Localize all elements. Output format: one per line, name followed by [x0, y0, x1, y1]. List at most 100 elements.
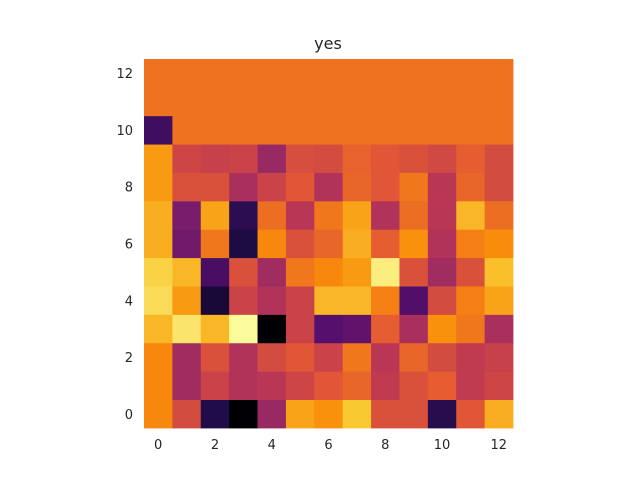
heatmap-cell: [257, 115, 287, 145]
heatmap-cell: [427, 87, 457, 117]
heatmap-cell: [200, 286, 230, 315]
heatmap-cell: [285, 87, 315, 117]
heatmap-cell: [285, 172, 315, 202]
heatmap-cell: [144, 342, 173, 372]
heatmap-cell: [314, 115, 344, 145]
heatmap-cell: [144, 200, 173, 230]
heatmap-cell: [484, 172, 514, 202]
heatmap-cell: [371, 144, 400, 173]
heatmap-cell: [144, 172, 173, 202]
heatmap-cell: [314, 59, 344, 88]
x-tick-label: 0: [154, 438, 162, 453]
heatmap-cell: [257, 59, 287, 88]
heatmap-cell: [484, 286, 514, 315]
heatmap-cell: [144, 115, 173, 145]
x-tick-label: 10: [434, 438, 451, 453]
heatmap-cell: [456, 399, 486, 429]
heatmap-cell: [314, 399, 344, 429]
heatmap-cell: [285, 200, 315, 230]
heatmap-cell: [456, 229, 486, 259]
heatmap-cell: [257, 399, 287, 429]
heatmap-cell: [200, 342, 230, 372]
heatmap-cell: [229, 229, 258, 259]
heatmap-cell: [484, 87, 514, 117]
heatmap-cell: [144, 257, 173, 287]
heatmap-cell: [172, 200, 202, 230]
heatmap-cell: [399, 314, 429, 344]
heatmap-cell: [172, 144, 202, 173]
chart-title: yes: [314, 34, 342, 53]
y-tick-label: 6: [125, 238, 133, 253]
heatmap-cell: [456, 257, 486, 287]
y-tick-label: 12: [116, 67, 133, 82]
heatmap-cell: [172, 87, 202, 117]
heatmap-cell: [172, 399, 202, 429]
heatmap-cell: [314, 371, 344, 401]
heatmap-cell: [144, 144, 173, 173]
heatmap-cell: [371, 172, 400, 202]
heatmap-cell: [172, 59, 202, 88]
heatmap-cell: [257, 257, 287, 287]
heatmap-cell: [342, 229, 372, 259]
heatmap-cell: [342, 257, 372, 287]
heatmap-cell: [399, 257, 429, 287]
heatmap-cell: [456, 115, 486, 145]
heatmap-cell: [229, 172, 258, 202]
heatmap-cell: [257, 286, 287, 315]
heatmap-cell: [200, 399, 230, 429]
heatmap-cell: [257, 229, 287, 259]
heatmap-cell: [456, 172, 486, 202]
x-tick-label: 2: [211, 438, 219, 453]
y-axis-ticks: 0 2 4 6 8 10 12: [116, 67, 133, 423]
heatmap-cell: [144, 399, 173, 429]
heatmap-cell: [257, 371, 287, 401]
heatmap-cell: [172, 257, 202, 287]
heatmap-cell: [399, 399, 429, 429]
heatmap-cell: [172, 314, 202, 344]
heatmap-cell: [285, 399, 315, 429]
heatmap-cell: [229, 115, 258, 145]
heatmap-cell: [456, 200, 486, 230]
heatmap-cell: [314, 229, 344, 259]
heatmap-cell: [427, 229, 457, 259]
y-tick-label: 4: [125, 294, 133, 309]
heatmap-cell: [342, 87, 372, 117]
heatmap-cell: [144, 314, 173, 344]
heatmap-cell: [314, 144, 344, 173]
heatmap-cell: [314, 286, 344, 315]
heatmap-cell: [200, 59, 230, 88]
heatmap-cell: [200, 257, 230, 287]
heatmap-cell: [144, 87, 173, 117]
heatmap-cell: [172, 115, 202, 145]
heatmap-cell: [484, 229, 514, 259]
heatmap-cell: [257, 200, 287, 230]
heatmap-cell: [314, 342, 344, 372]
heatmap-cell: [285, 257, 315, 287]
heatmap-cell: [200, 115, 230, 145]
heatmap-cell: [342, 286, 372, 315]
heatmap-cell: [200, 371, 230, 401]
heatmap-cell: [314, 172, 344, 202]
heatmap-cell: [427, 59, 457, 88]
heatmap-cell: [427, 371, 457, 401]
x-axis-ticks: 0 2 4 6 8 10 12: [154, 438, 507, 453]
heatmap-cell: [172, 172, 202, 202]
heatmap-cell: [427, 144, 457, 173]
heatmap-cell: [427, 200, 457, 230]
heatmap-cell: [484, 59, 514, 88]
heatmap-cell: [172, 371, 202, 401]
heatmap-cell: [484, 314, 514, 344]
heatmap-cell: [200, 229, 230, 259]
heatmap-cell: [399, 115, 429, 145]
heatmap-cell: [229, 144, 258, 173]
heatmap-cell: [399, 200, 429, 230]
heatmap-cell: [484, 144, 514, 173]
heatmap-cell: [371, 87, 400, 117]
heatmap-cell: [484, 371, 514, 401]
x-tick-label: 12: [491, 438, 508, 453]
heatmap-cell: [342, 200, 372, 230]
heatmap-cell: [229, 257, 258, 287]
heatmap-cell: [371, 342, 400, 372]
heatmap-cell: [456, 286, 486, 315]
